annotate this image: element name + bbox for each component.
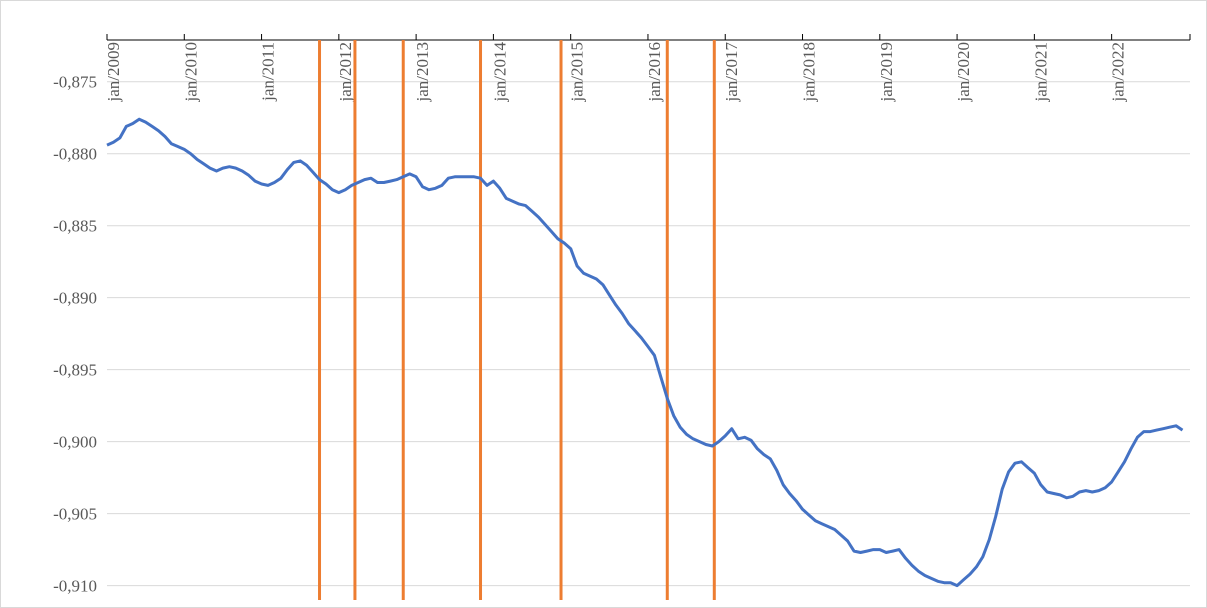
x-tick-label: jan/2012: [336, 42, 355, 103]
x-tick-label: jan/2016: [645, 42, 664, 103]
x-tick-label: jan/2014: [490, 42, 509, 103]
x-tick-label: jan/2018: [800, 42, 819, 103]
y-tick-label: -0,905: [53, 505, 97, 524]
x-tick-label: jan/2009: [104, 42, 123, 103]
x-tick-label: jan/2010: [181, 42, 200, 103]
y-tick-label: -0,900: [53, 433, 97, 452]
y-tick-label: -0,880: [53, 145, 97, 164]
y-tick-label: -0,885: [53, 217, 97, 236]
y-tick-label: -0,895: [53, 361, 97, 380]
x-tick-label: jan/2019: [877, 42, 896, 103]
x-tick-label: jan/2013: [413, 42, 432, 103]
x-tick-label: jan/2011: [259, 42, 278, 102]
data-line: [106, 117, 1184, 588]
y-tick-label: -0,910: [53, 577, 97, 596]
y-tick-label: -0,875: [53, 73, 97, 92]
x-tick-label: jan/2015: [568, 42, 587, 103]
y-tick-label: -0,890: [53, 289, 97, 308]
x-tick-label: jan/2021: [1031, 42, 1050, 103]
x-tick-label: jan/2017: [722, 42, 741, 103]
x-tick-label: jan/2022: [1109, 42, 1128, 103]
x-tick-label: jan/2020: [954, 42, 973, 103]
